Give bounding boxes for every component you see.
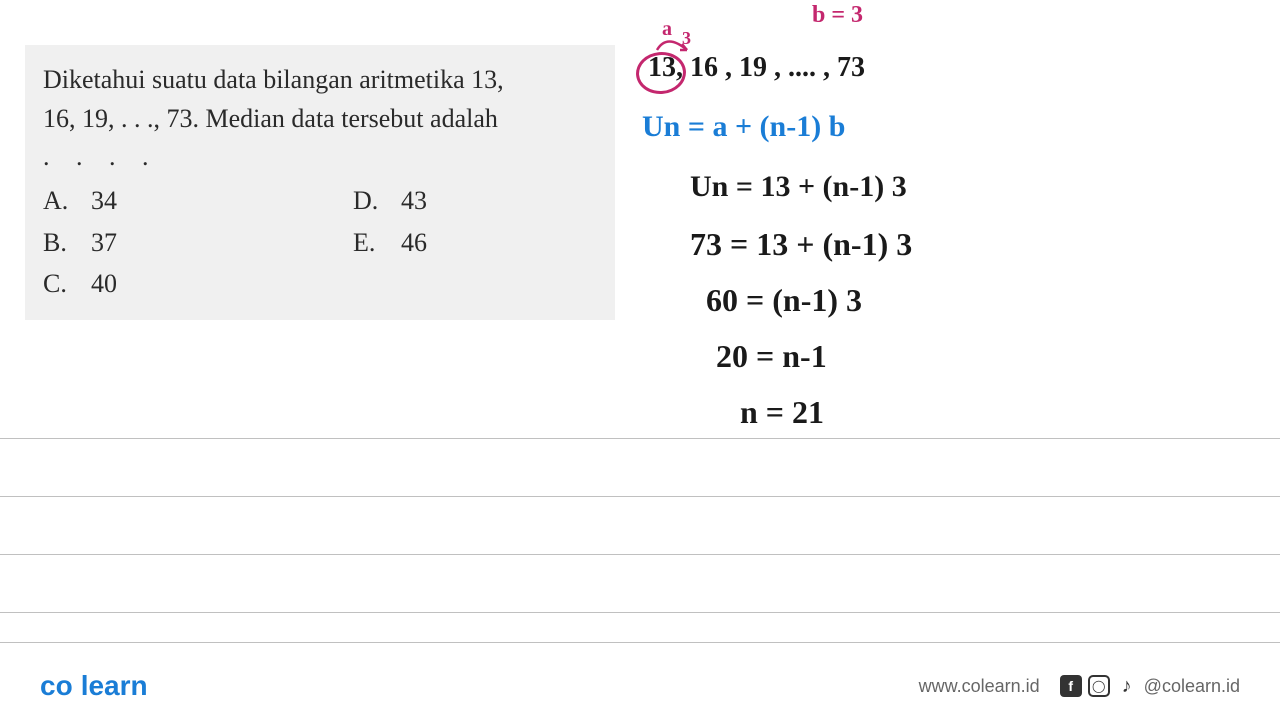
footer: colearn www.colearn.id f ◯ ♪ @colearn.id <box>0 670 1280 702</box>
formula-un: Un = a + (n-1) b <box>642 110 845 144</box>
option-letter-c: C. <box>43 263 91 305</box>
option-c: C. 40 <box>43 263 353 305</box>
facebook-icon: f <box>1060 675 1082 697</box>
ruled-line <box>0 642 1280 643</box>
footer-right: www.colearn.id f ◯ ♪ @colearn.id <box>919 675 1240 697</box>
option-letter-e: E. <box>353 222 401 264</box>
work-line-5: n = 21 <box>740 394 824 431</box>
ruled-line <box>0 612 1280 613</box>
options-container: A. 34 B. 37 C. 40 D. 43 E. 46 <box>43 180 597 305</box>
question-box: Diketahui suatu data bilangan aritmetika… <box>25 45 615 320</box>
social-handle: @colearn.id <box>1144 676 1240 697</box>
question-line-2: 16, 19, . . ., 73. Median data tersebut … <box>43 99 597 138</box>
website-url: www.colearn.id <box>919 676 1040 697</box>
work-line-2: 73 = 13 + (n-1) 3 <box>690 226 912 263</box>
ruled-line <box>0 496 1280 497</box>
social-icons: f ◯ ♪ @colearn.id <box>1060 675 1240 697</box>
option-value-e: 46 <box>401 222 427 264</box>
instagram-icon: ◯ <box>1088 675 1110 697</box>
question-line-1: Diketahui suatu data bilangan aritmetika… <box>43 60 597 99</box>
work-line-1: Un = 13 + (n-1) 3 <box>690 170 907 204</box>
annotation-b3: b = 3 <box>812 2 863 29</box>
logo: colearn <box>40 670 148 702</box>
question-dots: . . . . <box>43 142 597 172</box>
tiktok-icon: ♪ <box>1116 675 1138 697</box>
option-value-b: 37 <box>91 222 117 264</box>
option-letter-a: A. <box>43 180 91 222</box>
sequence-text: 13, 16 , 19 , .... , 73 <box>648 52 865 84</box>
option-letter-b: B. <box>43 222 91 264</box>
options-col-2: D. 43 E. 46 <box>353 180 427 305</box>
option-letter-d: D. <box>353 180 401 222</box>
option-d: D. 43 <box>353 180 427 222</box>
work-line-4: 20 = n-1 <box>716 338 827 375</box>
option-value-a: 34 <box>91 180 117 222</box>
options-col-1: A. 34 B. 37 C. 40 <box>43 180 353 305</box>
ruled-line <box>0 438 1280 439</box>
option-e: E. 46 <box>353 222 427 264</box>
logo-learn: learn <box>81 670 148 701</box>
option-value-d: 43 <box>401 180 427 222</box>
ruled-line <box>0 554 1280 555</box>
option-value-c: 40 <box>91 263 117 305</box>
option-a: A. 34 <box>43 180 353 222</box>
logo-co: co <box>40 670 73 701</box>
option-b: B. 37 <box>43 222 353 264</box>
work-line-3: 60 = (n-1) 3 <box>706 282 862 319</box>
